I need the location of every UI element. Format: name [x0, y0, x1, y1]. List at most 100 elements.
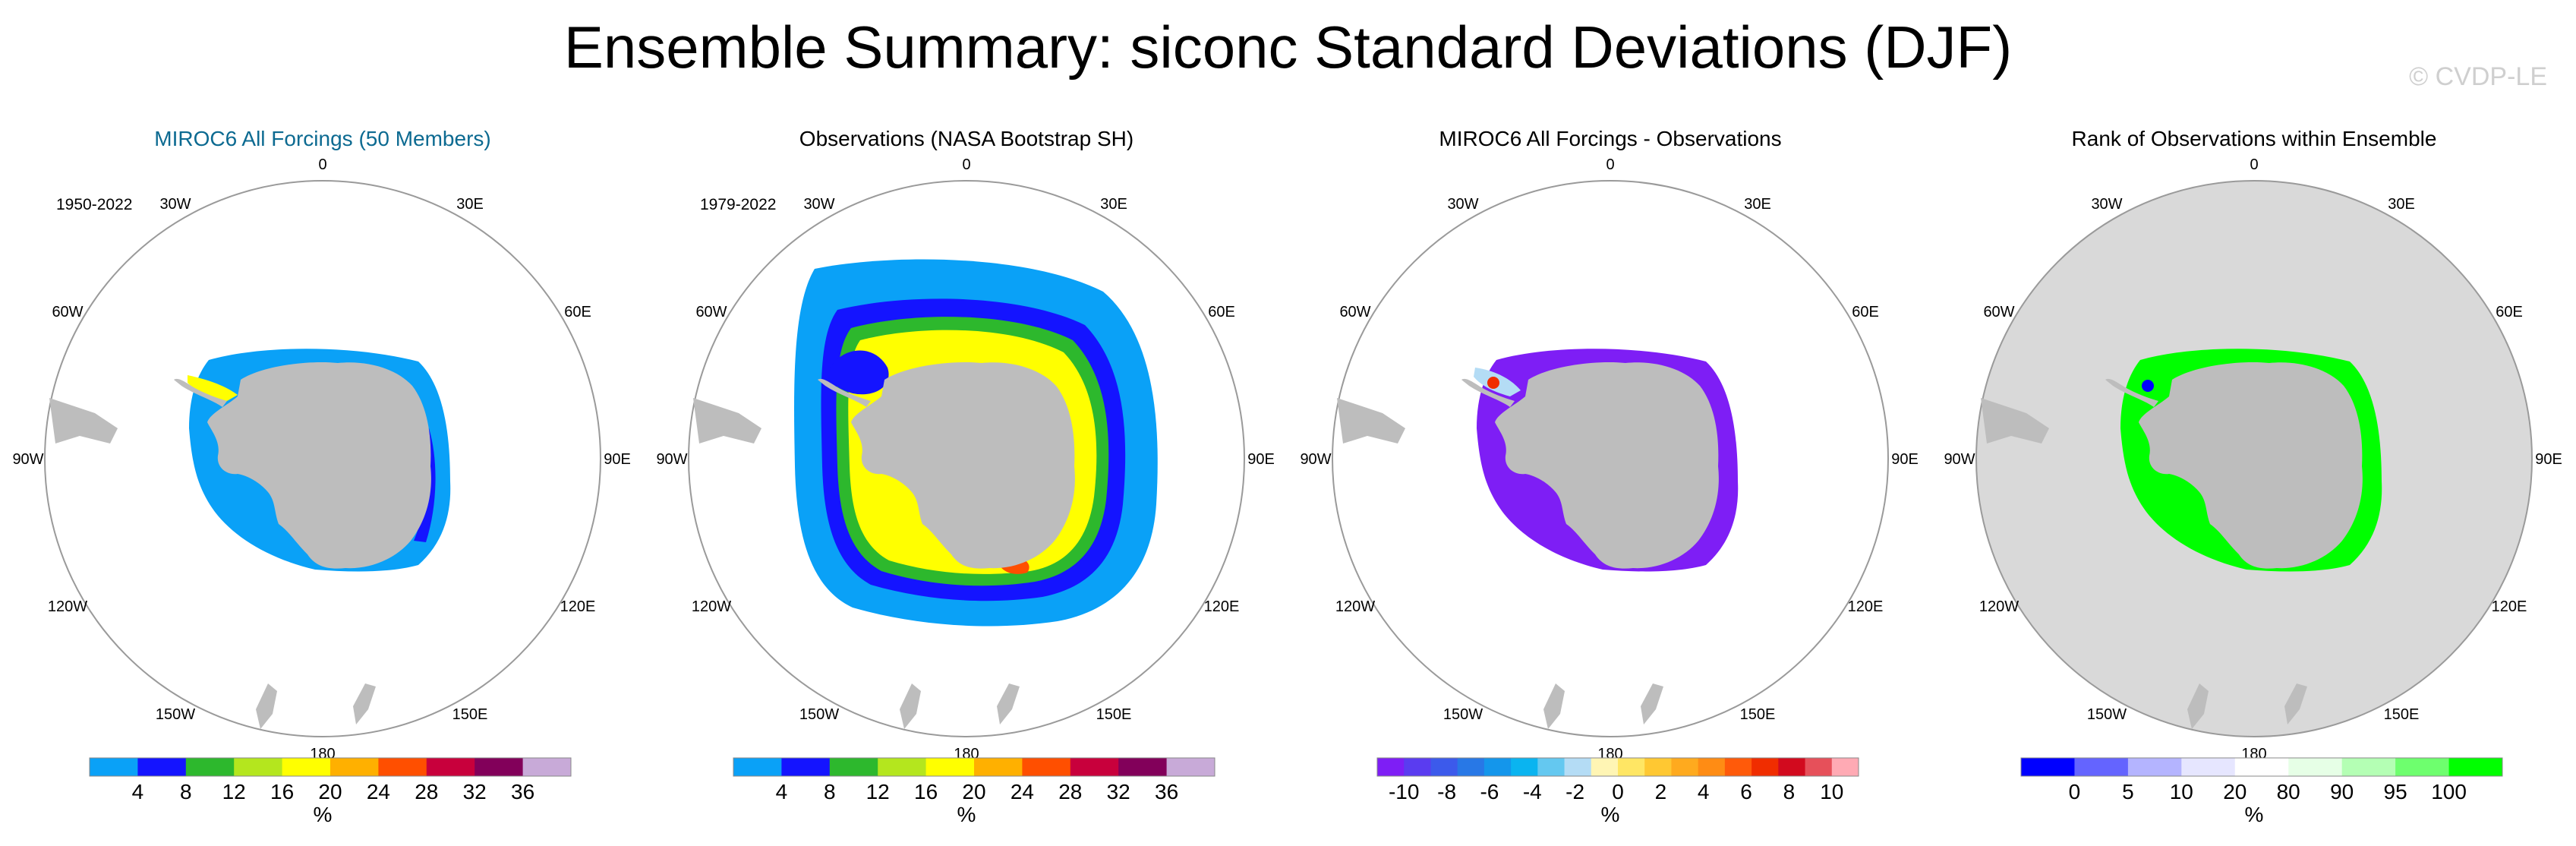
longitude-label: 150W [799, 706, 839, 723]
colorbar-swatch [1404, 758, 1431, 776]
colorbar-swatch [1805, 758, 1833, 776]
longitude-label: 90E [2535, 451, 2562, 468]
longitude-label: 0 [318, 156, 326, 173]
longitude-label: 90E [1891, 451, 1919, 468]
longitude-label: 30W [803, 196, 834, 213]
colorbar-tick-label: 0 [2069, 780, 2081, 803]
longitude-label: 90E [604, 451, 631, 468]
longitude-label: 120E [2492, 598, 2527, 615]
colorbar-swatch [1511, 758, 1538, 776]
colorbar-tick-label: 24 [1011, 780, 1034, 803]
south-america-tip-land [1981, 398, 2049, 444]
antarctica-land [207, 361, 431, 569]
colorbar-swatch [878, 758, 927, 776]
colorbar-swatch [1724, 758, 1752, 776]
colorbar-tick-label: 8 [180, 780, 192, 803]
colorbar-swatch [1564, 758, 1592, 776]
longitude-label: 120E [560, 598, 596, 615]
colorbar-tick-label: 6 [1740, 780, 1752, 803]
south-america-tip-land [693, 398, 761, 444]
colorbar-tick-label: 10 [2170, 780, 2193, 803]
longitude-label: 150E [1740, 706, 1776, 723]
longitude-label: 150E [452, 706, 488, 723]
colorbar-swatch [2127, 758, 2182, 776]
colorbar-tick-label: 20 [962, 780, 985, 803]
colorbar-tick-label: 20 [318, 780, 342, 803]
new-zealand-north-land [256, 683, 277, 729]
longitude-label: 60E [564, 304, 591, 320]
antarctica-land [2139, 361, 2363, 569]
colorbar-swatch [2288, 758, 2343, 776]
colorbar-swatch [426, 758, 475, 776]
colorbar-swatch [330, 758, 379, 776]
colorbar-tick-label: -8 [1437, 780, 1456, 803]
longitude-label: 120E [1848, 598, 1884, 615]
colorbar-swatch [475, 758, 524, 776]
colorbar-swatch [925, 758, 975, 776]
longitude-label: 30E [456, 196, 484, 213]
colorbar-swatch [1644, 758, 1672, 776]
colorbar-tick-label: 0 [1612, 780, 1624, 803]
colorbar-tick-label: 12 [222, 780, 246, 803]
colorbar-tick-label: 4 [776, 780, 788, 803]
colorbar-tick-label: 90 [2330, 780, 2354, 803]
colorbar-swatch [90, 758, 138, 776]
colorbar-swatch [1377, 758, 1405, 776]
longitude-label: 60E [1208, 304, 1235, 320]
colorbar: 4 8 12 16 20 24 28 32 36% [733, 757, 1215, 826]
rank-field-blue [2142, 380, 2154, 392]
colorbar-tick-label: 24 [367, 780, 390, 803]
colorbar-tick-label: 95 [2384, 780, 2407, 803]
panel-title: Rank of Observations within Ensemble [2072, 127, 2437, 150]
colorbar-swatch [1483, 758, 1512, 776]
longitude-label: 120W [692, 598, 731, 615]
colorbar-swatch [1457, 758, 1485, 776]
colorbar-swatch [781, 758, 831, 776]
new-zealand-south-land [2284, 683, 2307, 724]
south-america-tip-land [49, 398, 118, 444]
colorbar: 4 8 12 16 20 24 28 32 36% [89, 757, 572, 826]
panel-title: Observations (NASA Bootstrap SH) [799, 127, 1134, 150]
colorbar-swatch [2021, 758, 2075, 776]
longitude-label: 30E [1744, 196, 1771, 213]
colorbar-tick-label: 32 [1107, 780, 1130, 803]
longitude-label: 90W [12, 451, 43, 468]
colorbar-swatch [1778, 758, 1806, 776]
colorbar-tick-label: 12 [866, 780, 890, 803]
period-label: 1950-2022 [56, 196, 132, 213]
colorbar-swatch [1751, 758, 1779, 776]
longitude-label: 120W [48, 598, 87, 615]
longitude-label: 0 [962, 156, 970, 173]
colorbar-tick-label: -2 [1565, 780, 1584, 803]
longitude-label: 120E [1204, 598, 1240, 615]
colorbar-tick-label: 32 [463, 780, 487, 803]
colorbar-frame [2020, 757, 2503, 777]
colorbar-tick-label: 4 [132, 780, 144, 803]
new-zealand-south-land [353, 683, 376, 724]
colorbar-unit-label: % [2245, 803, 2264, 826]
longitude-label: 30W [2091, 196, 2122, 213]
colorbar: 0 5 10 20 80 90 95 100% [2020, 757, 2503, 826]
longitude-label: 150W [2087, 706, 2127, 723]
colorbar-swatch [282, 758, 331, 776]
panel-rank: Rank of Observations within Ensemble 0 30E… [1931, 0, 2575, 846]
colorbar-swatch [1118, 758, 1168, 776]
sea-ice-field-yellow [188, 375, 238, 401]
colorbar-swatch [234, 758, 283, 776]
panel-observations-svg: Observations (NASA Bootstrap SH) 1979-202… [656, 127, 1274, 826]
longitude-label: 60W [52, 304, 83, 320]
antarctica-land [1495, 361, 1719, 569]
sea-ice-field-weddell [828, 350, 889, 395]
antarctic-peninsula-land [1461, 378, 1515, 407]
colorbar-tick-label: -10 [1389, 780, 1419, 803]
longitude-label: 150E [1096, 706, 1132, 723]
antarctic-peninsula-land [2105, 378, 2158, 407]
colorbar-tick-label: 16 [270, 780, 294, 803]
longitude-label: 60E [1852, 304, 1879, 320]
colorbar-swatch [2074, 758, 2129, 776]
colorbar-unit-label: % [957, 803, 976, 826]
longitude-label: 60W [1983, 304, 2014, 320]
new-zealand-north-land [2187, 683, 2209, 729]
colorbar-tick-label: -4 [1523, 780, 1542, 803]
